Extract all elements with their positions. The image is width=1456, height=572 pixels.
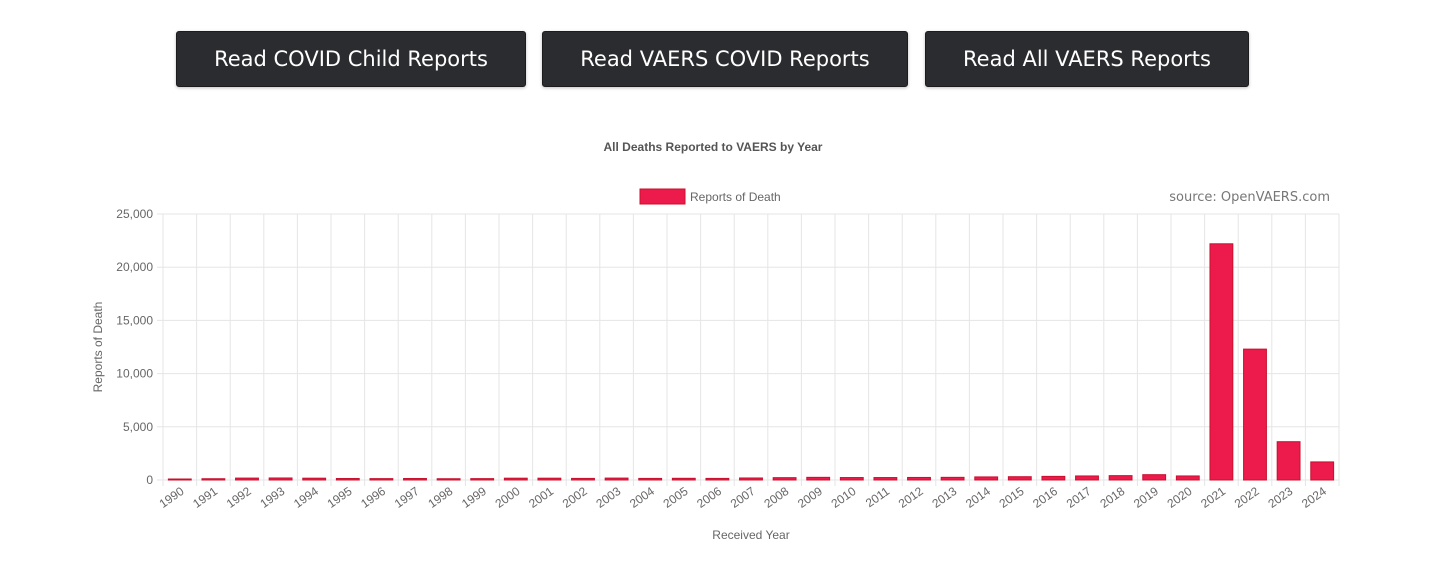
x-tick-label: 1997 xyxy=(392,484,422,511)
y-tick-label: 15,000 xyxy=(116,313,153,327)
bar-2014[interactable] xyxy=(974,476,999,481)
x-tick-label: 2002 xyxy=(560,484,590,511)
bar-2010[interactable] xyxy=(839,477,864,481)
x-tick-label: 2010 xyxy=(829,484,859,511)
x-tick-label: 2000 xyxy=(493,484,523,511)
y-tick-label: 10,000 xyxy=(116,367,153,381)
bar-2005[interactable] xyxy=(671,477,696,481)
x-tick-label: 1993 xyxy=(257,484,287,511)
x-tick-label: 1998 xyxy=(425,484,455,511)
x-axis-title: Received Year xyxy=(712,528,789,542)
read-all-vaers-reports-button[interactable]: Read All VAERS Reports xyxy=(925,31,1249,87)
read-covid-child-reports-button[interactable]: Read COVID Child Reports xyxy=(176,31,526,87)
bar-2001[interactable] xyxy=(537,477,562,481)
chart-grid xyxy=(157,213,1340,486)
bar-1992[interactable] xyxy=(235,477,259,481)
bar-2003[interactable] xyxy=(604,477,629,481)
x-tick-label: 1996 xyxy=(358,484,388,511)
y-tick-label: 5,000 xyxy=(123,420,153,434)
bar-2015[interactable] xyxy=(1007,476,1032,481)
y-tick-label: 25,000 xyxy=(116,207,153,221)
bar-1994[interactable] xyxy=(302,477,327,481)
x-tick-label: 2021 xyxy=(1198,484,1228,511)
bar-2000[interactable] xyxy=(503,477,528,481)
bar-1999[interactable] xyxy=(470,478,495,481)
source-label: source: OpenVAERS.com xyxy=(1169,190,1330,205)
bar-2020[interactable] xyxy=(1175,475,1200,481)
bar-1991[interactable] xyxy=(201,478,226,481)
x-tick-label: 2003 xyxy=(593,484,623,511)
bar-2002[interactable] xyxy=(571,477,595,481)
x-tick-label: 2011 xyxy=(863,484,892,510)
y-axis-title: Reports of Death xyxy=(91,302,105,393)
x-tick-label: 2009 xyxy=(795,484,825,511)
x-tick-label: 2024 xyxy=(1299,484,1329,511)
bar-2023[interactable] xyxy=(1276,441,1301,481)
bar-1996[interactable] xyxy=(369,478,394,481)
bar-1990[interactable] xyxy=(167,478,192,481)
bar-2019[interactable] xyxy=(1142,474,1167,481)
chart-bars xyxy=(167,243,1335,481)
x-tick-label: 2017 xyxy=(1064,484,1094,511)
x-tick-label: 2014 xyxy=(963,484,993,511)
bar-1995[interactable] xyxy=(335,478,360,481)
x-tick-label: 2016 xyxy=(1030,484,1060,511)
x-tick-label: 2004 xyxy=(627,484,657,511)
x-tick-label: 2015 xyxy=(997,484,1027,511)
x-axis-ticks: 1990 1991 1992 1993 1994 1995 1996 1997 1998 1999… xyxy=(157,484,1330,511)
bar-2008[interactable] xyxy=(772,477,797,481)
bar-1997[interactable] xyxy=(403,478,427,481)
x-tick-label: 2020 xyxy=(1165,484,1195,511)
x-tick-label: 2005 xyxy=(661,484,691,511)
x-tick-label: 1995 xyxy=(325,484,355,511)
bar-2006[interactable] xyxy=(705,477,730,481)
bar-2012[interactable] xyxy=(907,476,931,481)
bar-2011[interactable] xyxy=(873,477,898,481)
read-vaers-covid-reports-button[interactable]: Read VAERS COVID Reports xyxy=(542,31,908,87)
x-tick-label: 2012 xyxy=(896,484,926,511)
chart-title: All Deaths Reported to VAERS by Year xyxy=(604,140,823,154)
x-tick-label: 2001 xyxy=(526,484,556,511)
bar-2016[interactable] xyxy=(1041,475,1066,481)
bar-2009[interactable] xyxy=(806,476,831,481)
bar-2022[interactable] xyxy=(1243,348,1267,481)
bar-2007[interactable] xyxy=(739,477,763,481)
bar-2004[interactable] xyxy=(638,477,663,481)
x-tick-label: 2019 xyxy=(1131,484,1161,511)
x-tick-label: 2023 xyxy=(1265,484,1295,511)
x-tick-label: 2013 xyxy=(929,484,959,511)
bar-2018[interactable] xyxy=(1108,475,1133,481)
x-tick-label: 2018 xyxy=(1097,484,1127,511)
bar-2021[interactable] xyxy=(1209,243,1234,481)
x-tick-label: 2008 xyxy=(761,484,791,511)
x-tick-label: 1991 xyxy=(190,484,220,511)
bar-1993[interactable] xyxy=(268,477,293,481)
y-axis-ticks: 0 5,000 10,000 15,000 20,000 25,000 xyxy=(116,207,153,487)
x-tick-label: 1994 xyxy=(291,484,321,511)
bar-2017[interactable] xyxy=(1075,475,1099,481)
y-tick-label: 0 xyxy=(146,473,153,487)
x-tick-label: 1990 xyxy=(157,484,187,511)
bar-2024[interactable] xyxy=(1310,461,1335,481)
bar-1998[interactable] xyxy=(436,478,461,481)
x-tick-label: 1999 xyxy=(459,484,489,511)
x-tick-label: 2007 xyxy=(728,484,758,511)
x-tick-label: 2022 xyxy=(1232,484,1262,511)
x-tick-label: 2006 xyxy=(694,484,724,511)
x-tick-label: 1992 xyxy=(224,484,254,511)
bar-2013[interactable] xyxy=(940,476,965,481)
legend-label[interactable]: Reports of Death xyxy=(690,190,781,204)
legend-swatch[interactable] xyxy=(639,188,686,205)
y-tick-label: 20,000 xyxy=(116,260,153,274)
